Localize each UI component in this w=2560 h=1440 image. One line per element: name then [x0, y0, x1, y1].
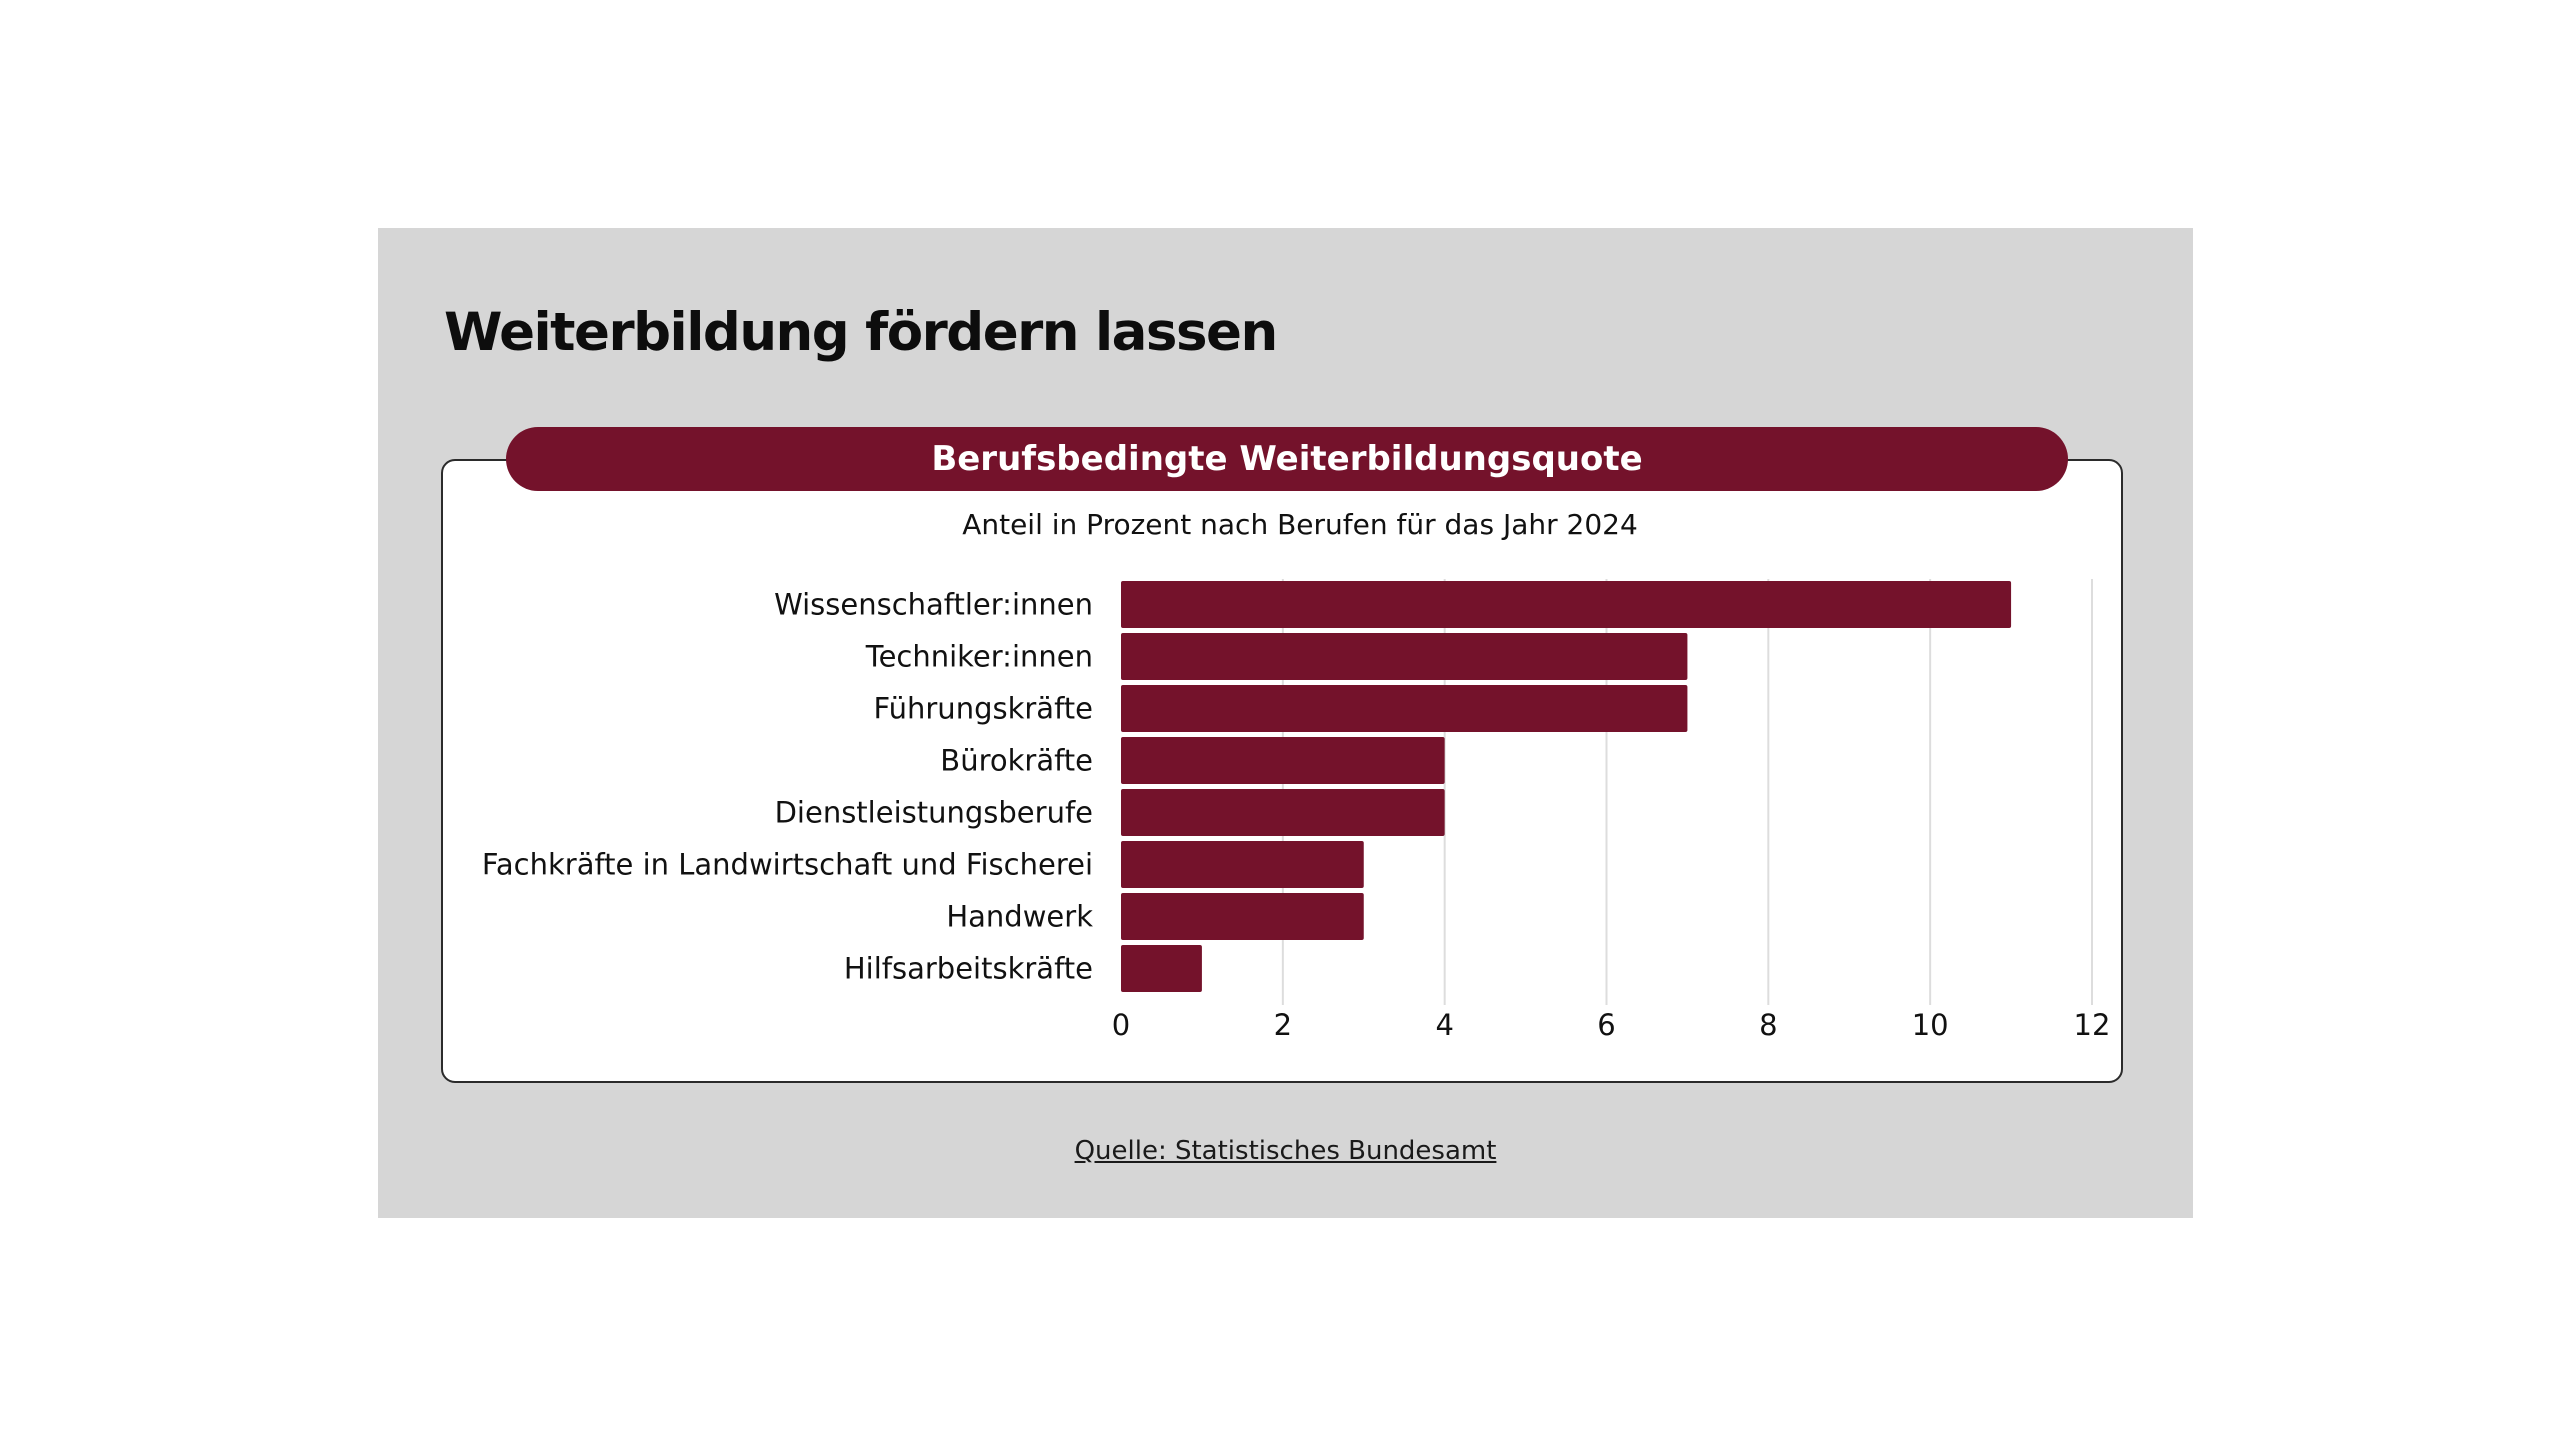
category-label: Führungskräfte	[874, 692, 1093, 726]
bar	[1121, 685, 1688, 732]
category-label: Handwerk	[946, 900, 1093, 934]
bar	[1121, 789, 1445, 836]
bars	[1121, 581, 2012, 992]
category-label: Wissenschaftler:innen	[774, 588, 1093, 622]
x-axis-ticks: 0 2 4 6 8 10 12	[1112, 1008, 2111, 1042]
category-label: Bürokräfte	[940, 744, 1093, 778]
x-tick-label: 2	[1274, 1008, 1292, 1042]
category-label: Hilfsarbeitskräfte	[844, 952, 1093, 986]
bar	[1121, 841, 1364, 888]
x-tick-label: 12	[2074, 1008, 2111, 1042]
source-link[interactable]: Quelle: Statistisches Bundesamt	[1074, 1136, 1497, 1166]
chart-subtitle: Anteil in Prozent nach Berufen für das J…	[962, 508, 1638, 541]
category-label: Techniker:innen	[865, 640, 1093, 674]
bar	[1121, 737, 1445, 784]
bar	[1121, 945, 1202, 992]
bar	[1121, 633, 1688, 680]
x-tick-label: 8	[1759, 1008, 1777, 1042]
bar	[1121, 581, 2012, 628]
category-labels: Wissenschaftler:innen Techniker:innen Führ…	[482, 588, 1093, 986]
page-title: Weiterbildung fördern lassen	[444, 302, 1278, 363]
x-tick-label: 6	[1597, 1008, 1615, 1042]
x-tick-label: 0	[1112, 1008, 1130, 1042]
x-tick-label: 10	[1912, 1008, 1949, 1042]
category-label: Fachkräfte in Landwirtschaft und Fischer…	[482, 848, 1093, 882]
chart-title-banner: Berufsbedingte Weiterbildungsquote	[506, 427, 2068, 491]
bar	[1121, 893, 1364, 940]
chart-card: Anteil in Prozent nach Berufen für das J…	[441, 459, 2123, 1083]
category-label: Dienstleistungsberufe	[775, 796, 1093, 830]
x-tick-label: 4	[1435, 1008, 1453, 1042]
bar-chart: Anteil in Prozent nach Berufen für das J…	[482, 508, 2111, 1042]
infographic-panel: Weiterbildung fördern lassen Anteil in P…	[378, 228, 2193, 1218]
